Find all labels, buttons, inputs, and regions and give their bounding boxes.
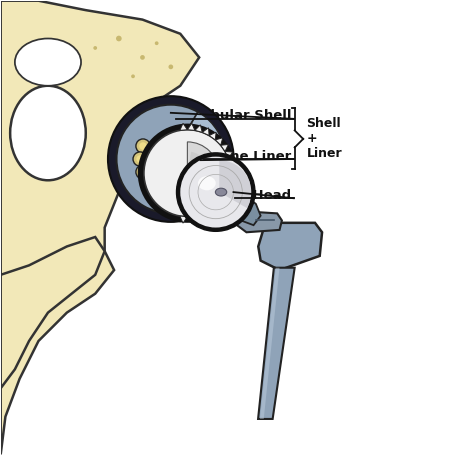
Polygon shape: [221, 145, 228, 152]
Polygon shape: [237, 211, 282, 232]
Polygon shape: [195, 125, 202, 132]
Polygon shape: [228, 181, 236, 188]
Circle shape: [108, 96, 234, 222]
Polygon shape: [180, 216, 187, 223]
Circle shape: [168, 64, 173, 69]
Circle shape: [93, 46, 97, 50]
Circle shape: [131, 74, 135, 78]
Circle shape: [136, 165, 150, 179]
Text: Femoral Head: Femoral Head: [187, 190, 292, 202]
Polygon shape: [230, 165, 237, 173]
Ellipse shape: [215, 188, 227, 196]
Circle shape: [144, 130, 231, 217]
Polygon shape: [230, 173, 237, 181]
Polygon shape: [187, 216, 195, 223]
Ellipse shape: [15, 38, 81, 86]
Text: Shell
+
Liner: Shell + Liner: [307, 118, 342, 160]
Circle shape: [140, 55, 145, 60]
Circle shape: [155, 41, 158, 45]
Polygon shape: [195, 214, 202, 221]
Ellipse shape: [198, 176, 216, 191]
Polygon shape: [226, 186, 242, 202]
Circle shape: [139, 142, 147, 150]
Wedge shape: [219, 160, 251, 208]
Circle shape: [137, 155, 144, 163]
Polygon shape: [225, 188, 233, 195]
Polygon shape: [187, 123, 195, 130]
Ellipse shape: [10, 86, 86, 180]
Circle shape: [176, 153, 255, 231]
Polygon shape: [228, 158, 236, 165]
Polygon shape: [209, 207, 216, 214]
Wedge shape: [187, 142, 219, 204]
Polygon shape: [180, 123, 187, 130]
Circle shape: [136, 139, 150, 153]
Polygon shape: [221, 195, 228, 202]
Wedge shape: [117, 105, 198, 213]
Polygon shape: [258, 268, 295, 419]
Text: Acetabular Shell: Acetabular Shell: [168, 109, 292, 121]
Circle shape: [116, 36, 122, 41]
Circle shape: [180, 156, 251, 228]
Polygon shape: [258, 223, 322, 270]
Polygon shape: [215, 138, 223, 145]
Polygon shape: [0, 0, 199, 455]
Polygon shape: [0, 237, 105, 388]
Polygon shape: [260, 268, 280, 419]
Circle shape: [139, 168, 147, 176]
Text: Polyethylene Liner: Polyethylene Liner: [151, 150, 292, 163]
Wedge shape: [171, 112, 225, 206]
Circle shape: [133, 152, 147, 166]
Polygon shape: [202, 211, 209, 219]
Polygon shape: [209, 132, 216, 140]
Polygon shape: [225, 152, 233, 158]
Polygon shape: [225, 185, 261, 225]
Wedge shape: [187, 152, 209, 195]
Polygon shape: [202, 128, 209, 136]
Polygon shape: [215, 201, 223, 209]
Circle shape: [139, 125, 236, 221]
